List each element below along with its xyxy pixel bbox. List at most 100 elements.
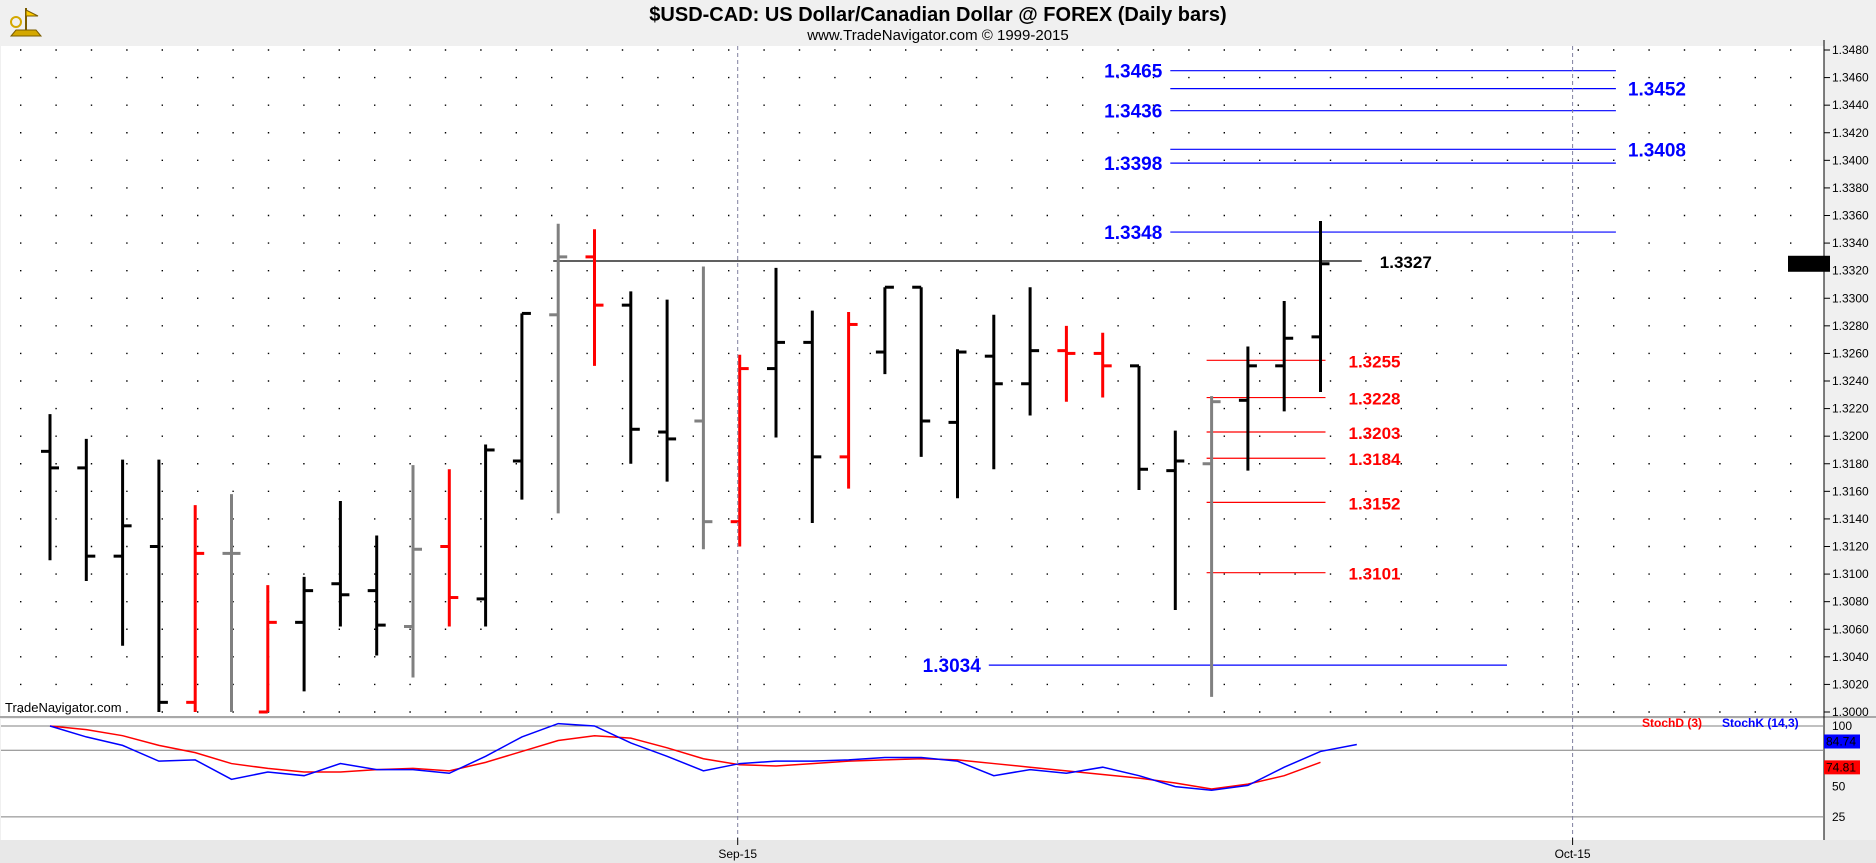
date-label: Oct-15 [1555,847,1591,861]
last-price-tag [1788,255,1830,272]
date-axis: Sep-15 Oct-15 [718,46,1591,861]
indicator-plot-area [1,719,1824,840]
ohlc-bar [440,469,459,627]
price-tick-label: 1.3360 [1832,209,1869,223]
stochd-value-tag [1824,760,1860,775]
ohlc-bar [1275,301,1294,412]
ohlc-bar [549,223,568,514]
ohlc-bar [912,285,931,457]
price-tick-label: 1.3040 [1832,650,1869,664]
ohlc-bar [367,535,386,656]
ohlc-bar [41,414,59,561]
ohlc-bar [512,311,531,500]
chart-title: $USD-CAD: US Dollar/Canadian Dollar @ FO… [649,4,1226,26]
stochd-legend: StochD (3) [1642,716,1702,730]
ohlc-bar [1093,332,1112,398]
ohlc-bar [331,500,350,627]
level-label: 1.3101 [1349,565,1401,584]
last-price-label: 1.3326 [1790,257,1827,271]
price-tick-label: 1.3280 [1832,319,1869,333]
ohlc-bar [1311,221,1330,393]
price-tick-label: 1.3260 [1832,346,1869,360]
price-tick-label: 1.3300 [1832,291,1869,305]
ohlc-bar [186,505,205,712]
stochd-value-label: 74.81 [1826,760,1856,774]
level-label: 1.3255 [1349,352,1401,371]
price-tick-label: 1.3240 [1832,374,1869,388]
stochk-value-label: 84.74 [1826,734,1856,748]
price-axis: 1.3480 1.3460 1.3440 1.3420 1.3400 1.3380 1.33… [1788,43,1869,719]
ohlc-bar [113,459,132,646]
level-label: 1.3203 [1349,424,1401,443]
price-tick-label: 1.3480 [1832,43,1869,57]
ohlc-bar [1057,325,1076,402]
ohlc-bar [222,494,241,712]
ohlc-bar [1166,430,1185,610]
right-axis-panel [1824,40,1874,838]
price-tick-label: 1.3200 [1832,429,1869,443]
price-tick-label: 1.3380 [1832,181,1869,195]
ohlc-bar [149,459,168,712]
price-tick-label: 1.3160 [1832,484,1869,498]
stochastic-indicator: 100 50 25 StochD (3) StochK (14,3) 84.74 74.81 [1,716,1860,824]
logo-icon [9,8,43,37]
bottom-axis-panel [0,840,1876,863]
price-tick-label: 1.3100 [1832,567,1869,581]
ohlc-bar [1130,364,1148,490]
ohlc-bar [295,576,314,692]
ohlc-bar [77,438,96,581]
level-label: 1.3034 [923,656,982,677]
ohlc-bar [948,349,967,499]
ohlc-bar [585,229,604,366]
price-tick-label: 1.3080 [1832,595,1869,609]
ohlc-bar [875,285,894,375]
price-tick-label: 1.3000 [1832,705,1869,719]
indicator-tick-label: 50 [1832,780,1846,794]
watermark-text: TradeNavigator.com [5,700,122,715]
ohlc-bar [621,291,640,464]
level-label: 1.3398 [1104,154,1162,175]
price-tick-label: 1.3320 [1832,264,1869,278]
level-label: 1.3184 [1349,450,1402,469]
price-tick-label: 1.3460 [1832,71,1869,85]
stochd-line [49,725,1321,790]
stochk-legend: StochK (14,3) [1722,716,1799,730]
ohlc-bar [658,299,677,482]
price-tick-label: 1.3180 [1832,457,1869,471]
ohlc-bar [1238,346,1257,471]
ohlc-bar [258,585,277,714]
stochk-line [49,722,1357,791]
price-tick-label: 1.3140 [1832,512,1869,526]
ohlc-bar [404,465,422,678]
ohlc-bar [984,314,1003,470]
price-tick-label: 1.3220 [1832,402,1869,416]
indicator-tick-label: 25 [1832,810,1846,824]
price-tick-label: 1.3420 [1832,126,1869,140]
price-tick-label: 1.3440 [1832,98,1869,112]
price-bars [41,221,1330,714]
ohlc-bar [476,444,495,627]
level-label: 1.3327 [1380,253,1432,272]
ohlc-bar [730,354,749,547]
chart-subtitle: www.TradeNavigator.com © 1999-2015 [806,27,1068,44]
ohlc-bar [1202,396,1221,697]
ohlc-bar [1021,287,1040,416]
price-tick-label: 1.3340 [1832,236,1869,250]
indicator-tick-label: 100 [1832,719,1852,733]
price-tick-label: 1.3120 [1832,540,1869,554]
date-label: Sep-15 [718,847,757,861]
level-label: 1.3465 [1104,62,1163,83]
price-tick-label: 1.3400 [1832,153,1869,167]
ohlc-bar [767,267,785,438]
ohlc-bar [839,312,858,489]
level-lines: 1.3465 1.3452 1.3436 1.3408 1.3398 1.3348 1.33… [553,62,1686,677]
price-tick-label: 1.3020 [1832,677,1869,691]
level-label: 1.3152 [1349,494,1401,513]
stochk-value-tag [1824,734,1860,749]
ohlc-bar [803,310,822,524]
level-label: 1.3408 [1628,140,1686,161]
main-plot-area [1,46,1824,716]
level-label: 1.3436 [1104,102,1162,123]
level-label: 1.3228 [1349,390,1401,409]
